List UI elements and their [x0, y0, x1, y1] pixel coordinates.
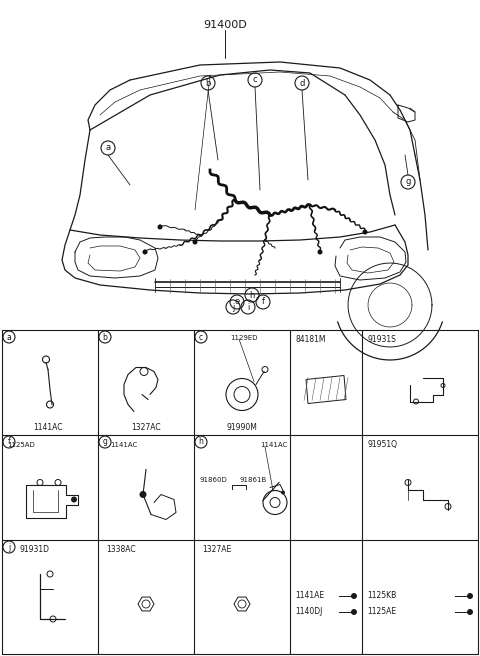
- Text: i: i: [247, 302, 249, 312]
- Text: 91931D: 91931D: [19, 544, 49, 554]
- Circle shape: [351, 609, 357, 615]
- Text: 1141AE: 1141AE: [295, 592, 324, 600]
- Text: h: h: [249, 291, 255, 300]
- Text: 1338AC: 1338AC: [106, 544, 136, 554]
- Text: 1125KB: 1125KB: [367, 592, 396, 600]
- Text: 84181M: 84181M: [295, 335, 325, 344]
- Text: b: b: [205, 79, 211, 87]
- Text: h: h: [199, 438, 204, 447]
- Text: j: j: [8, 543, 10, 552]
- Text: 91951Q: 91951Q: [367, 440, 397, 449]
- Text: a: a: [7, 333, 12, 342]
- Text: 1327AE: 1327AE: [202, 544, 231, 554]
- Circle shape: [281, 491, 285, 495]
- Text: g: g: [405, 178, 411, 186]
- Circle shape: [192, 239, 197, 245]
- Text: 91861B: 91861B: [239, 476, 266, 483]
- Circle shape: [143, 249, 147, 255]
- Text: 91860D: 91860D: [199, 476, 227, 483]
- Text: d: d: [300, 79, 305, 87]
- Text: 1141AC: 1141AC: [260, 442, 287, 448]
- Circle shape: [317, 249, 323, 255]
- Text: 1125AD: 1125AD: [7, 442, 35, 448]
- Text: j: j: [232, 302, 234, 312]
- Circle shape: [467, 609, 473, 615]
- Circle shape: [157, 224, 163, 230]
- Text: 91990M: 91990M: [227, 422, 257, 432]
- Circle shape: [362, 230, 368, 234]
- Text: f: f: [262, 298, 264, 306]
- Text: 1141AC: 1141AC: [110, 442, 137, 448]
- Circle shape: [71, 497, 77, 502]
- Text: f: f: [8, 438, 11, 447]
- Text: g: g: [103, 438, 108, 447]
- Text: b: b: [103, 333, 108, 342]
- Text: 91931S: 91931S: [367, 335, 396, 344]
- Text: 1125AE: 1125AE: [367, 607, 396, 617]
- Text: a: a: [106, 144, 110, 152]
- Text: c: c: [199, 333, 203, 342]
- Circle shape: [351, 593, 357, 599]
- Text: 1327AC: 1327AC: [131, 422, 161, 432]
- Text: c: c: [252, 75, 257, 85]
- Text: 1140DJ: 1140DJ: [295, 607, 323, 617]
- Text: 1129ED: 1129ED: [230, 335, 257, 341]
- Text: e: e: [234, 298, 240, 306]
- Text: 91400D: 91400D: [203, 20, 247, 30]
- Circle shape: [140, 491, 146, 498]
- Text: 1141AC: 1141AC: [33, 422, 63, 432]
- Circle shape: [467, 593, 473, 599]
